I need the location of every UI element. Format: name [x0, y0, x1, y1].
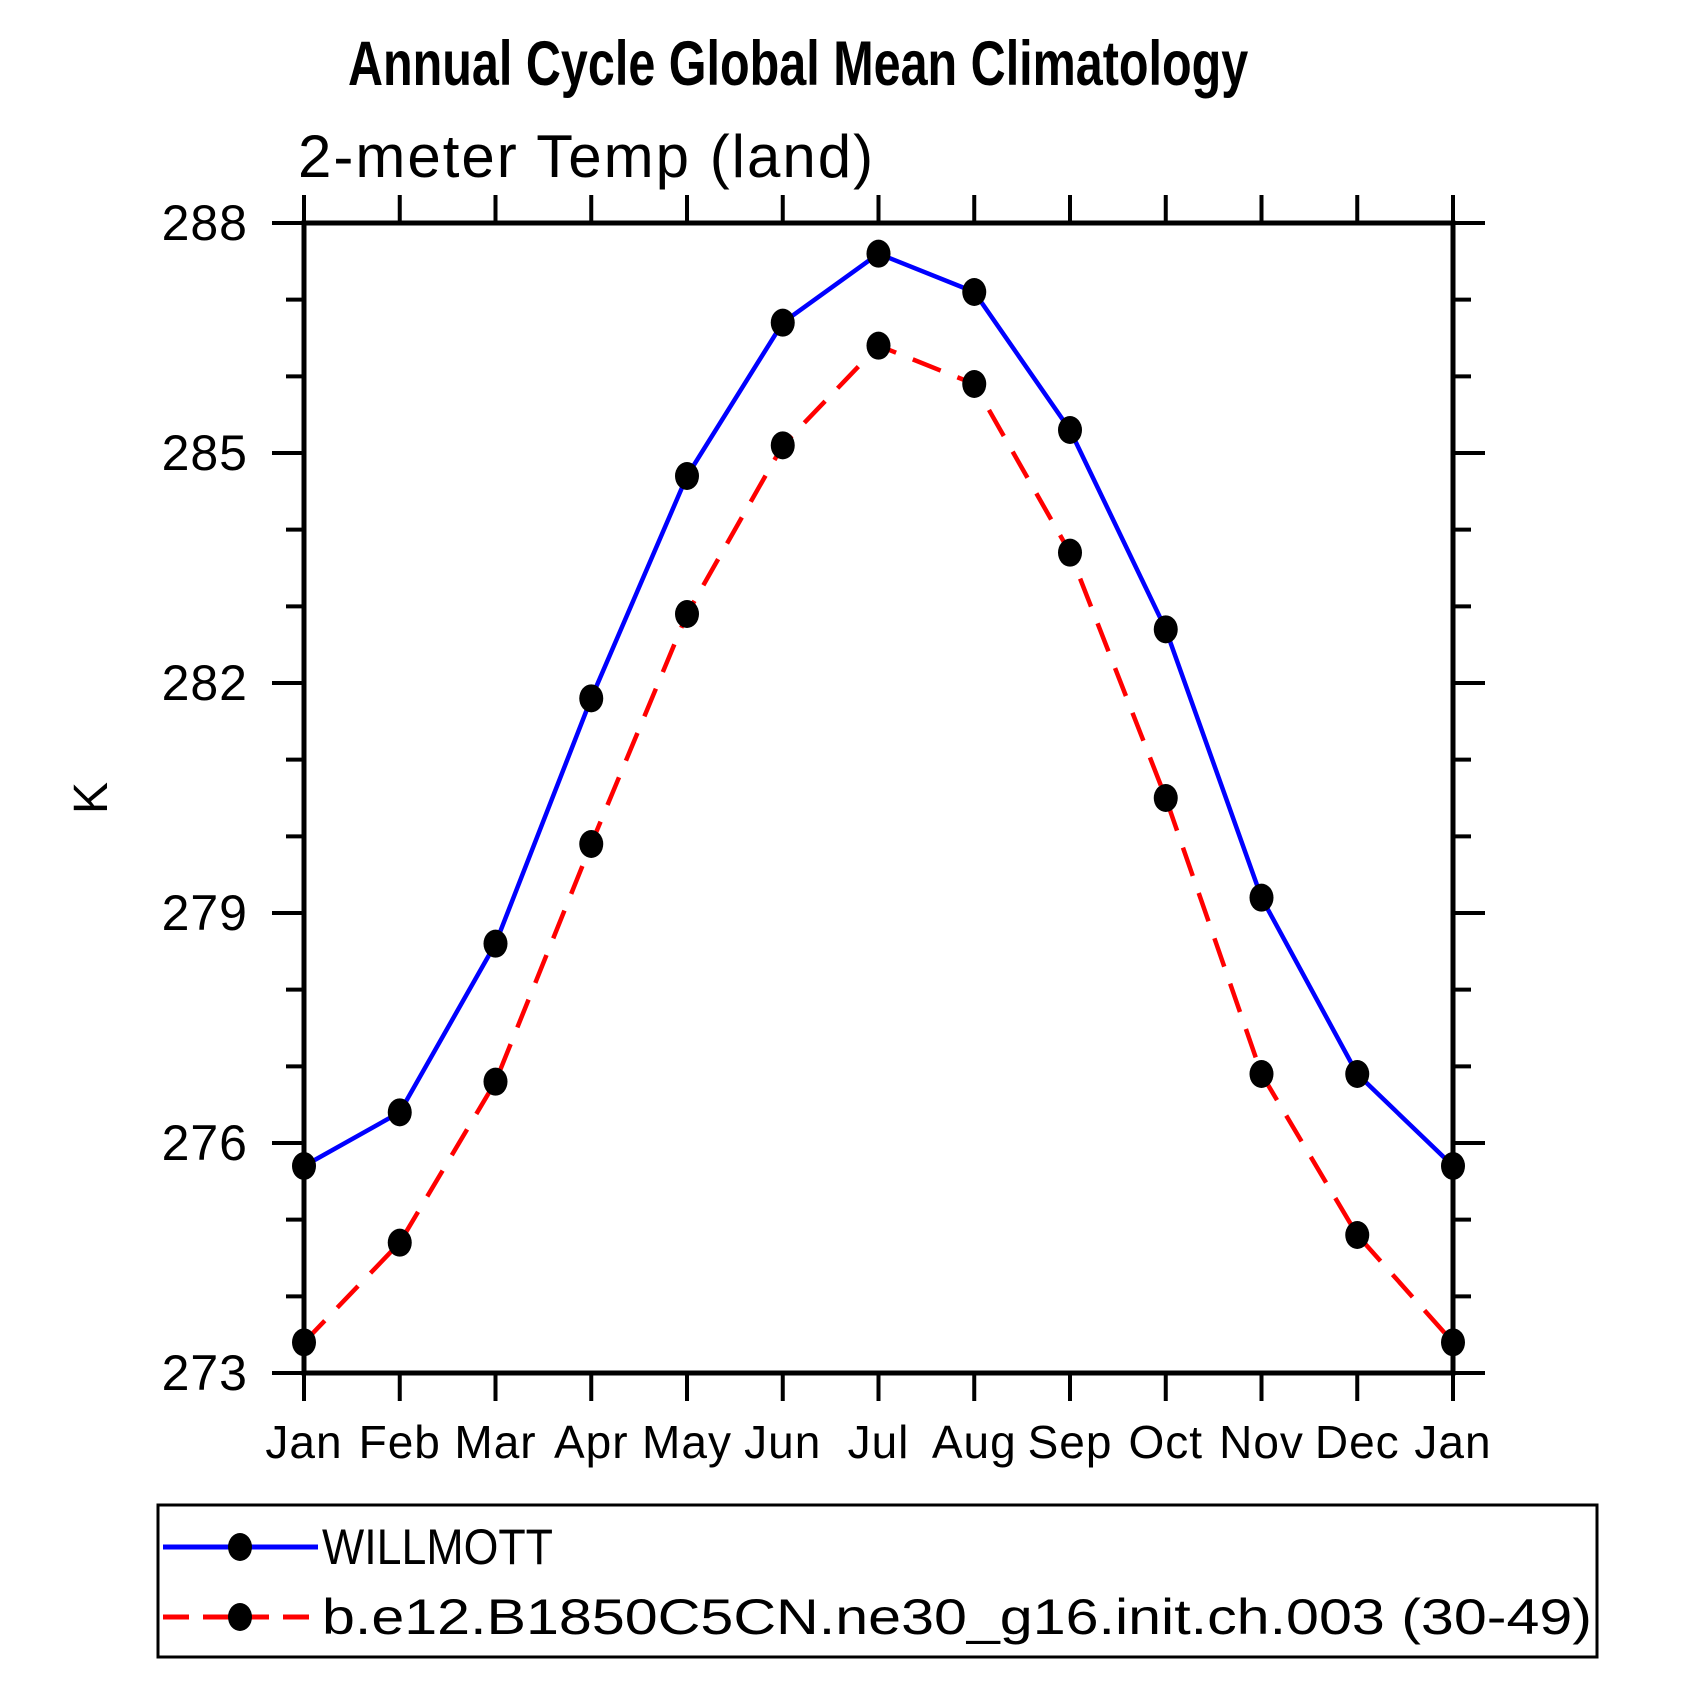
x-axis-tick-label: Apr [554, 1416, 629, 1468]
data-point-marker [866, 239, 891, 268]
x-axis-tick-label: Jan [1414, 1416, 1491, 1468]
data-point-marker [770, 431, 795, 460]
data-point-marker [1441, 1328, 1465, 1357]
y-axis-tick-label: 276 [162, 1115, 248, 1171]
legend-marker [228, 1603, 252, 1631]
x-axis-tick-label: Jul [848, 1416, 910, 1468]
data-point-marker [770, 308, 795, 337]
data-point-marker [675, 600, 699, 628]
x-axis-tick-label: Jan [265, 1416, 342, 1468]
chart-subtitle: 2-meter Temp (land) [298, 123, 876, 190]
legend-marker [228, 1533, 252, 1561]
y-axis-tick-label: 273 [162, 1345, 248, 1401]
data-point-marker [387, 1228, 412, 1257]
x-axis-tick-label: Feb [359, 1416, 441, 1468]
x-axis-tick-label: Oct [1128, 1416, 1203, 1468]
data-point-marker [1345, 1060, 1370, 1088]
series-line-0 [302, 251, 1455, 1168]
data-point-marker [292, 1152, 316, 1180]
x-axis-tick-label: Mar [454, 1416, 536, 1468]
chart-title: Annual Cycle Global Mean Climatology [348, 29, 1249, 99]
legend-item: WILLMOTT [163, 1519, 553, 1575]
x-axis-tick-label: May [642, 1416, 732, 1468]
legend-box [156, 1503, 1599, 1659]
data-point-marker [483, 929, 508, 958]
data-point-marker [866, 331, 891, 360]
data-point-marker [292, 1328, 316, 1357]
data-point-marker [579, 830, 604, 858]
data-point-marker [579, 684, 604, 713]
series-line-1 [302, 343, 1455, 1344]
data-point-marker [483, 1067, 508, 1096]
data-point-marker [1058, 416, 1082, 444]
x-axis-tick-label: Aug [932, 1416, 1017, 1468]
data-point-marker [1249, 1060, 1274, 1088]
x-axis-tick-label: Sep [1028, 1416, 1113, 1468]
x-axis-tick-label: Jun [744, 1416, 821, 1468]
data-point-marker [962, 370, 987, 398]
data-point-marker [675, 462, 699, 490]
data-point-marker [1441, 1152, 1465, 1180]
x-axis-tick-label: Nov [1219, 1416, 1304, 1468]
data-point-marker [1153, 615, 1178, 644]
x-axis-tick-label: Dec [1315, 1416, 1400, 1468]
data-point-marker [1345, 1221, 1370, 1249]
y-axis-label: K [65, 782, 118, 814]
legend-item-label: b.e12.B1850C5CN.ne30_g16.init.ch.003 (30… [322, 1589, 1592, 1645]
y-axis-tick-label: 288 [162, 195, 248, 251]
legend-item: b.e12.B1850C5CN.ne30_g16.init.ch.003 (30… [163, 1589, 1592, 1645]
y-axis-tick-label: 282 [162, 655, 248, 711]
y-axis-tick-label: 285 [162, 425, 248, 481]
y-axis-tick-label: 279 [162, 885, 248, 941]
data-point-marker [1058, 538, 1082, 567]
axis-frame [301, 220, 1456, 1376]
data-point-marker [1249, 883, 1274, 912]
data-point-marker [962, 278, 987, 306]
data-point-marker [1153, 784, 1178, 812]
data-point-marker [387, 1098, 412, 1127]
legend-item-label: WILLMOTT [322, 1519, 553, 1575]
